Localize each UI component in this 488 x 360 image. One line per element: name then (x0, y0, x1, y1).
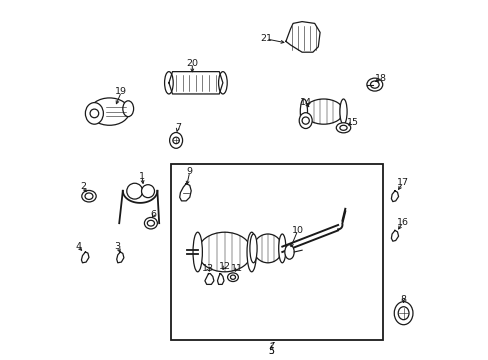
Ellipse shape (393, 302, 412, 325)
Ellipse shape (303, 99, 343, 124)
Ellipse shape (249, 234, 257, 263)
Text: 17: 17 (396, 178, 408, 187)
Ellipse shape (218, 72, 227, 94)
Ellipse shape (339, 99, 346, 124)
Text: 5: 5 (268, 346, 274, 355)
Text: 2: 2 (80, 182, 86, 191)
Text: 3: 3 (115, 242, 121, 251)
Text: 20: 20 (186, 58, 198, 68)
Ellipse shape (122, 101, 133, 117)
Text: 13: 13 (202, 264, 213, 273)
Polygon shape (81, 252, 89, 263)
Text: 14: 14 (299, 98, 311, 107)
Text: 9: 9 (186, 167, 192, 176)
Text: 12: 12 (218, 262, 230, 271)
Bar (170, 164, 382, 340)
Ellipse shape (144, 217, 157, 229)
Ellipse shape (284, 245, 294, 259)
Ellipse shape (193, 232, 202, 272)
Polygon shape (117, 252, 123, 263)
Text: 6: 6 (150, 210, 157, 219)
Text: 5: 5 (268, 346, 274, 355)
Polygon shape (285, 22, 320, 52)
Ellipse shape (197, 232, 251, 272)
Ellipse shape (253, 234, 282, 263)
Ellipse shape (89, 98, 129, 125)
Text: 8: 8 (400, 295, 406, 304)
Circle shape (126, 183, 142, 199)
Ellipse shape (300, 99, 307, 124)
Text: 11: 11 (231, 264, 243, 273)
Polygon shape (179, 184, 191, 201)
Polygon shape (217, 274, 224, 284)
Ellipse shape (366, 78, 382, 91)
Ellipse shape (85, 103, 103, 124)
Text: 18: 18 (374, 74, 386, 83)
Text: 10: 10 (291, 226, 303, 235)
Text: 16: 16 (396, 218, 408, 227)
Text: 1: 1 (139, 172, 144, 181)
Ellipse shape (169, 132, 182, 148)
Ellipse shape (81, 190, 96, 202)
Circle shape (141, 185, 154, 198)
Text: 19: 19 (115, 87, 127, 96)
Ellipse shape (227, 273, 238, 282)
Polygon shape (168, 72, 223, 94)
Text: 21: 21 (260, 34, 271, 43)
Polygon shape (390, 191, 398, 202)
Text: 15: 15 (346, 118, 358, 127)
Ellipse shape (336, 123, 350, 133)
Polygon shape (204, 274, 213, 284)
Ellipse shape (278, 234, 285, 263)
Polygon shape (390, 230, 398, 241)
Ellipse shape (299, 113, 311, 129)
Text: 4: 4 (75, 242, 81, 251)
Ellipse shape (246, 232, 256, 272)
Ellipse shape (164, 72, 173, 94)
Text: 7: 7 (175, 123, 181, 132)
